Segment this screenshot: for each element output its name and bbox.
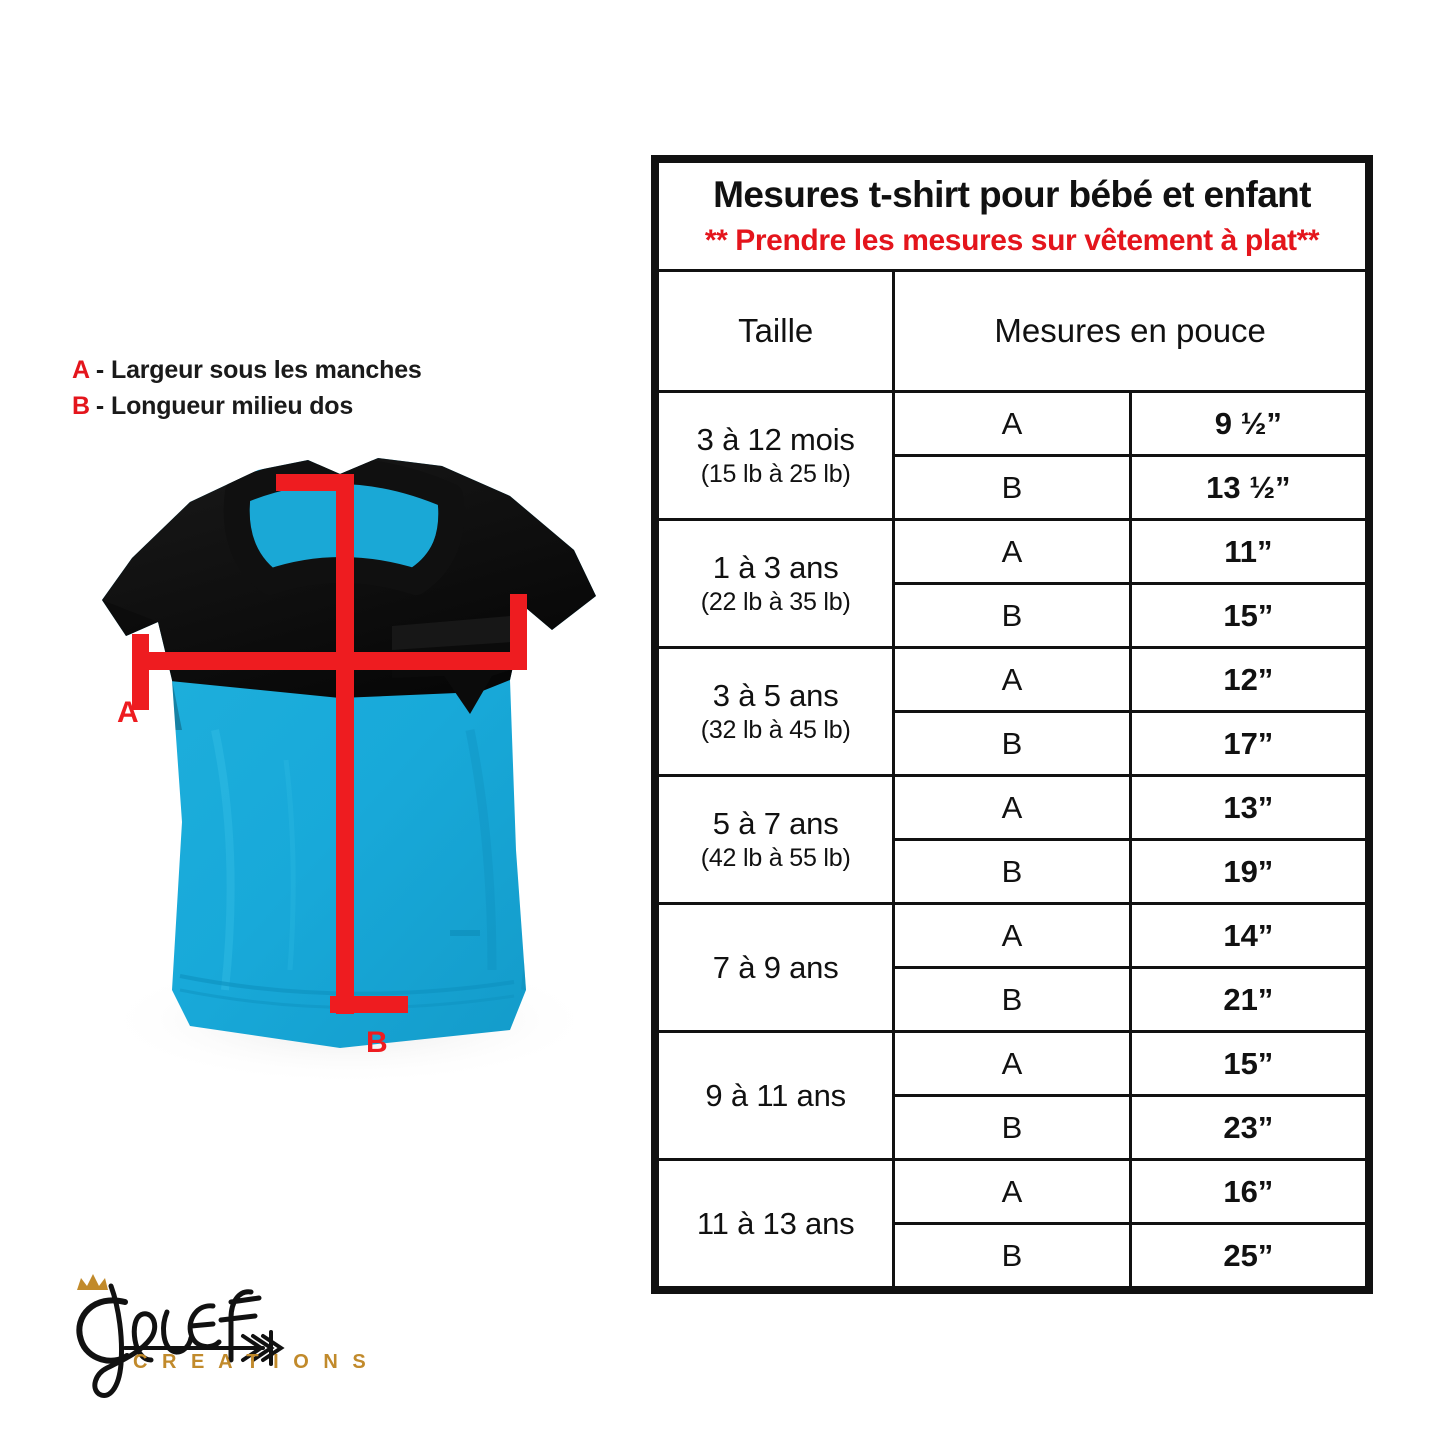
table-row: B 17” — [658, 710, 1369, 777]
measure-value-b: 15” — [1128, 582, 1369, 649]
measure-letter-a: A — [892, 774, 1132, 841]
measure-letter-a: A — [892, 902, 1132, 969]
brand-logo: C R E A T I O N S — [55, 1268, 375, 1408]
table-row: B 15” — [658, 582, 1369, 649]
measure-letter-b: B — [892, 1094, 1132, 1161]
table-row: 11 à 13 ans A 16” — [655, 1158, 1369, 1289]
table-row: B 25” — [658, 1222, 1369, 1289]
size-label-cell: 1 à 3 ans (22 lb à 35 lb) — [655, 518, 896, 649]
measure-value-b: 19” — [1128, 838, 1369, 905]
measure-value-a: 13” — [1128, 774, 1369, 841]
table-title-cell: Mesures t-shirt pour bébé et enfant ** P… — [656, 160, 1368, 272]
measure-letter-a: A — [892, 390, 1132, 457]
size-label-cell: 5 à 7 ans (42 lb à 55 lb) — [655, 774, 896, 905]
size-name: 7 à 9 ans — [712, 949, 839, 985]
legend-key-b: B — [72, 392, 90, 420]
measure-letter-b: B — [892, 838, 1132, 905]
measure-value-a: 9 ½” — [1128, 390, 1369, 457]
legend-text-a: Largeur sous les manches — [111, 356, 422, 384]
size-weight: (22 lb à 35 lb) — [700, 587, 851, 616]
marker-a-label: A — [117, 696, 139, 729]
size-weight: (32 lb à 45 lb) — [700, 715, 851, 744]
measure-letter-a: A — [892, 646, 1132, 713]
measure-letter-b: B — [892, 582, 1132, 649]
table-row: 1 à 3 ans (22 lb à 35 lb) A 11” — [655, 518, 1369, 649]
size-table: Mesures t-shirt pour bébé et enfant ** P… — [655, 160, 1369, 1289]
marker-b-bottom-cap — [330, 996, 408, 1013]
size-name: 5 à 7 ans — [712, 805, 839, 841]
size-name: 3 à 5 ans — [712, 677, 839, 713]
size-label-cell: 11 à 13 ans — [655, 1158, 896, 1289]
crown-icon — [77, 1274, 108, 1290]
measure-value-b: 17” — [1128, 710, 1369, 777]
size-label-cell: 3 à 12 mois (15 lb à 25 lb) — [655, 390, 896, 521]
size-label-cell: 3 à 5 ans (32 lb à 45 lb) — [655, 646, 896, 777]
table-row: B 13 ½” — [658, 454, 1369, 521]
measure-letter-b: B — [892, 454, 1132, 521]
header-taille: Taille — [655, 269, 896, 393]
size-name: 1 à 3 ans — [712, 549, 839, 585]
marker-a-right-cap — [510, 594, 527, 670]
measure-letter-a: A — [892, 1030, 1132, 1097]
table-row: 5 à 7 ans (42 lb à 55 lb) A 13” — [655, 774, 1369, 905]
measure-value-b: 23” — [1128, 1094, 1369, 1161]
measure-value-a: 15” — [1128, 1030, 1369, 1097]
measurement-legend: A - Largeur sous les manches B - Longueu… — [72, 352, 592, 424]
chart-subtitle: ** Prendre les mesures sur vêtement à pl… — [704, 223, 1320, 257]
legend-text-b: Longueur milieu dos — [111, 392, 354, 420]
script-wordmark — [76, 1283, 262, 1398]
marker-b-top-cap — [276, 474, 354, 491]
size-label-cell: 9 à 11 ans — [655, 1030, 896, 1161]
legend-dash-a: - — [95, 356, 104, 384]
chart-title: Mesures t-shirt pour bébé et enfant — [713, 174, 1311, 216]
table-row: 3 à 5 ans (32 lb à 45 lb) A 12” — [655, 646, 1369, 777]
size-label-cell: 7 à 9 ans — [655, 902, 896, 1033]
table-header-row: Taille Mesures en pouce — [655, 269, 1368, 393]
measure-value-b: 25” — [1128, 1222, 1369, 1289]
measure-letter-a: A — [892, 518, 1132, 585]
header-mesures: Mesures en pouce — [892, 269, 1368, 393]
table-title-row: Mesures t-shirt pour bébé et enfant ** P… — [656, 160, 1368, 272]
measure-letter-b: B — [892, 1222, 1132, 1289]
logo-subtitle: C R E A T I O N S — [133, 1351, 370, 1373]
size-weight: (42 lb à 55 lb) — [700, 843, 851, 872]
measure-letter-b: B — [892, 966, 1132, 1033]
measure-value-a: 11” — [1128, 518, 1369, 585]
legend-key-a: A — [72, 356, 90, 384]
table-row: B 21” — [658, 966, 1369, 1033]
arrow-icon — [123, 1330, 285, 1366]
size-table-container: Mesures t-shirt pour bébé et enfant ** P… — [651, 155, 1373, 1294]
table-row: B 19” — [658, 838, 1369, 905]
measure-letter-a: A — [892, 1158, 1132, 1225]
measure-value-a: 12” — [1128, 646, 1369, 713]
legend-item-b: B - Longueur milieu dos — [72, 388, 592, 424]
legend-dash-b: - — [95, 392, 104, 420]
measure-value-b: 13 ½” — [1128, 454, 1369, 521]
table-row: 3 à 12 mois (15 lb à 25 lb) A 9 ½” — [655, 390, 1369, 521]
marker-b-label: B — [366, 1026, 388, 1059]
tshirt-photo: A B — [40, 430, 640, 1090]
measure-value-a: 16” — [1128, 1158, 1369, 1225]
marker-b-bar — [336, 474, 354, 1014]
size-name: 9 à 11 ans — [705, 1077, 846, 1113]
measure-letter-b: B — [892, 710, 1132, 777]
table-row: 7 à 9 ans A 14” — [655, 902, 1369, 1033]
table-row: 9 à 11 ans A 15” — [655, 1030, 1369, 1161]
size-name: 3 à 12 mois — [696, 421, 855, 457]
table-row: B 23” — [658, 1094, 1369, 1161]
marker-a-left-cap — [132, 634, 149, 710]
measure-value-b: 21” — [1128, 966, 1369, 1033]
legend-item-a: A - Largeur sous les manches — [72, 352, 592, 388]
size-name: 11 à 13 ans — [696, 1205, 855, 1241]
size-weight: (15 lb à 25 lb) — [700, 459, 851, 488]
marker-a-bar — [136, 652, 526, 670]
measure-value-a: 14” — [1128, 902, 1369, 969]
